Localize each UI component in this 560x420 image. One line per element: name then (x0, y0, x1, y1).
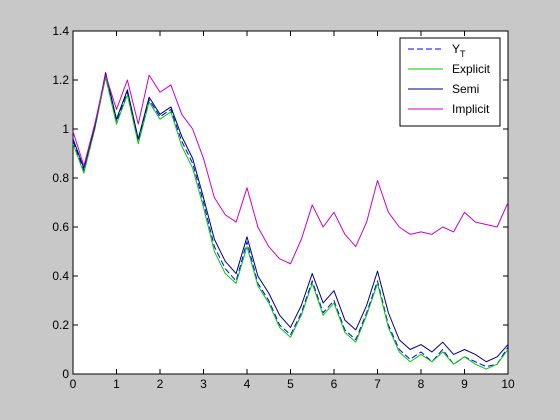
y-tick-label: 0.2 (52, 318, 69, 332)
legend-label-implicit: Implicit (452, 102, 490, 116)
y-tick-label: 1.2 (52, 73, 69, 87)
legend-label-subscript: T (460, 49, 466, 59)
x-tick-label: 0 (70, 377, 77, 391)
y-tick-label: 1 (62, 122, 69, 136)
x-axis: 0 1 2 3 4 5 6 7 8 9 10 (70, 31, 515, 391)
series-line-semi (72, 72, 509, 363)
x-tick-label: 9 (461, 377, 468, 391)
x-tick-label: 10 (501, 377, 515, 391)
x-tick-label: 8 (418, 377, 425, 391)
series-line-explicit (72, 77, 509, 370)
x-tick-label: 7 (374, 377, 381, 391)
x-tick-label: 4 (244, 377, 251, 391)
y-tick-label: 1.4 (52, 24, 69, 38)
y-tick-label: 0 (62, 367, 69, 381)
x-tick-label: 1 (113, 377, 120, 391)
series-layer (72, 72, 509, 370)
y-tick-label: 0.8 (52, 171, 69, 185)
legend-label-explicit: Explicit (452, 62, 491, 76)
series-line-implicit (72, 74, 509, 265)
y-axis: 0 0.2 0.4 0.6 0.8 1 1.2 1.4 (52, 24, 508, 381)
x-tick-label: 5 (287, 377, 294, 391)
y-tick-label: 0.4 (52, 269, 69, 283)
x-tick-label: 3 (200, 377, 207, 391)
x-tick-label: 2 (157, 377, 164, 391)
series-line-y (72, 74, 509, 368)
legend-box (399, 37, 501, 127)
x-tick-label: 6 (331, 377, 338, 391)
y-tick-label: 0.6 (52, 220, 69, 234)
legend-label-semi: Semi (452, 82, 479, 96)
